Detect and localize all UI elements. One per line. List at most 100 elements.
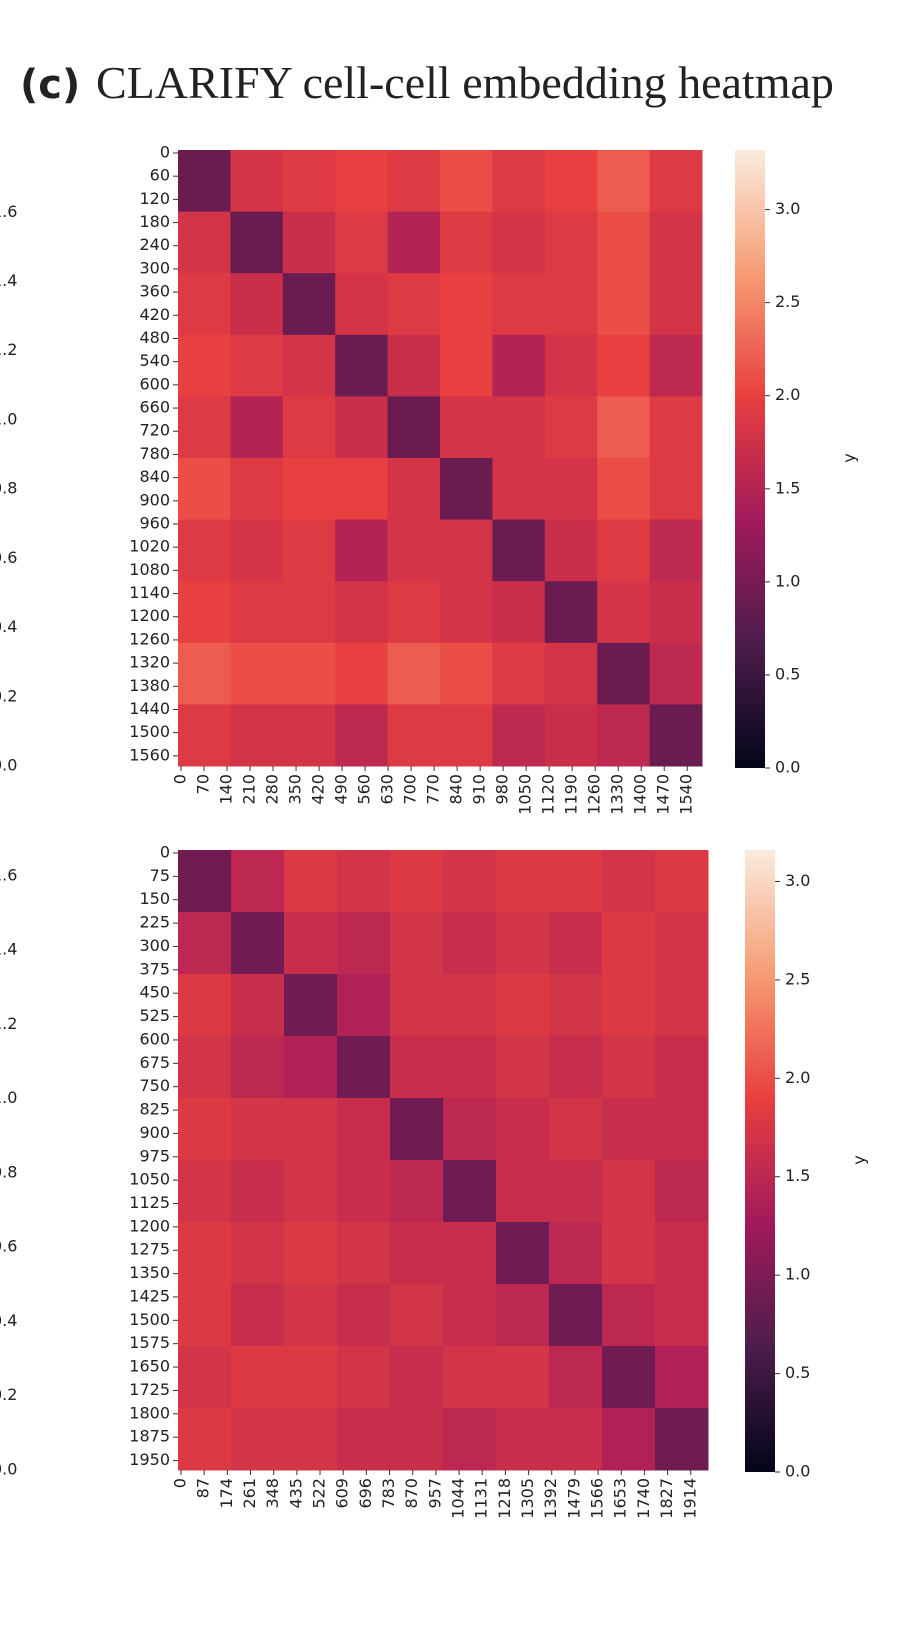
heatmap-cell: [492, 704, 546, 767]
colorbar-tick-label: 2.5: [775, 292, 800, 311]
heatmap-cell: [602, 1408, 656, 1471]
colorbar-label: y: [850, 1155, 869, 1164]
heatmap-cell: [387, 704, 441, 767]
y-tick-label: 60: [150, 166, 170, 185]
heatmap-cell: [443, 1222, 497, 1285]
colorbar: [745, 850, 775, 1472]
heatmap-cell: [549, 912, 603, 975]
heatmap-cell: [282, 273, 336, 336]
heatmap-cell: [544, 211, 598, 274]
x-tick-label: 1050: [516, 774, 535, 815]
x-tick-label: 420: [309, 774, 328, 805]
heatmap-cell: [544, 150, 598, 213]
heatmap-cell: [335, 704, 389, 767]
x-tick-label: 910: [470, 774, 489, 805]
cropped-tick-label: 0.2: [0, 1385, 17, 1404]
y-tick-label: 960: [139, 513, 170, 532]
x-tick-label: 1400: [631, 774, 650, 815]
heatmap-cell: [649, 273, 703, 336]
x-tick-label: 957: [425, 1478, 444, 1509]
y-tick-label: 180: [139, 212, 170, 231]
heatmap-cell: [440, 273, 493, 336]
panel-label: (c): [20, 62, 80, 108]
heatmap-cell: [178, 850, 232, 913]
heatmap-cell: [544, 581, 598, 644]
colorbar-tick-label: 0.0: [775, 758, 800, 777]
heatmap-cell: [443, 912, 497, 975]
heatmap-cell: [597, 704, 651, 767]
colorbar-tick-label: 0.5: [775, 664, 800, 683]
y-tick-label: 1380: [129, 676, 170, 695]
x-tick-label: 1566: [588, 1478, 607, 1519]
heatmap-cell: [230, 211, 284, 274]
y-tick-label: 450: [139, 983, 170, 1002]
y-tick-label: 750: [139, 1076, 170, 1095]
colorbar-tick-label: 1.0: [785, 1265, 810, 1284]
heatmap-cell: [387, 273, 441, 336]
heatmap-cell: [230, 273, 284, 336]
y-tick-label: 1200: [129, 1216, 170, 1235]
y-tick-label: 780: [139, 444, 170, 463]
heatmap-cell: [337, 974, 391, 1037]
y-tick-label: 1200: [129, 606, 170, 625]
y-tick-label: 300: [139, 258, 170, 277]
cropped-tick-label: 0.8: [0, 1162, 17, 1181]
heatmap-cell: [440, 150, 493, 213]
heatmap-cell: [178, 1160, 232, 1223]
cropped-tick-label: 0.2: [0, 686, 17, 705]
cropped-tick-label: 1.0: [0, 1088, 17, 1107]
heatmap-cell: [231, 1408, 285, 1471]
heatmap-cell: [443, 1160, 497, 1223]
y-tick-label: 840: [139, 467, 170, 486]
heatmap-cell: [390, 850, 444, 913]
heatmap-cell: [231, 1036, 285, 1099]
heatmap-cell: [337, 1408, 391, 1471]
heatmap-cell: [178, 273, 231, 336]
heatmap-cell: [337, 1346, 391, 1409]
heatmap-cell: [178, 912, 232, 975]
heatmap-cell: [178, 1408, 232, 1471]
heatmap-cell: [231, 1284, 285, 1347]
heatmap-cell: [655, 1098, 709, 1161]
heatmap-cell: [282, 334, 336, 397]
heatmap-cell: [492, 211, 546, 274]
colorbar-tick-label: 1.0: [775, 571, 800, 590]
heatmap-cell: [443, 850, 497, 913]
heatmap-cell: [655, 974, 709, 1037]
x-tick-label: 1392: [541, 1478, 560, 1519]
y-tick-label: 1140: [129, 583, 170, 602]
heatmap-cell: [178, 519, 231, 582]
heatmap-cell: [602, 1160, 656, 1223]
heatmap-cell: [284, 1098, 338, 1161]
heatmap-cell: [335, 519, 389, 582]
heatmap-cell: [284, 912, 338, 975]
y-tick-label: 1275: [129, 1240, 170, 1259]
heatmap-cell: [440, 458, 493, 521]
y-tick-label: 975: [139, 1146, 170, 1165]
x-tick-label: 0: [171, 774, 190, 784]
heatmap-cell: [390, 1036, 444, 1099]
heatmap-cell: [387, 334, 441, 397]
heatmap-cell: [496, 1346, 550, 1409]
heatmap-cell: [549, 1036, 603, 1099]
heatmap-cell: [387, 581, 441, 644]
heatmap-cell: [655, 912, 709, 975]
heatmap-cell: [496, 974, 550, 1037]
x-tick-label: 435: [286, 1478, 305, 1509]
heatmap-cell: [655, 1160, 709, 1223]
heatmap-cell: [178, 642, 231, 705]
heatmap-cell: [496, 1098, 550, 1161]
heatmap-cell: [337, 1160, 391, 1223]
y-tick-label: 1575: [129, 1333, 170, 1352]
heatmap-cell: [649, 211, 703, 274]
x-tick-label: 70: [194, 774, 213, 794]
heatmap-cell: [496, 1036, 550, 1099]
y-tick-label: 420: [139, 305, 170, 324]
heatmap-cell: [649, 334, 703, 397]
heatmap-cell: [387, 211, 441, 274]
x-tick-label: 490: [332, 774, 351, 805]
x-tick-label: 210: [240, 774, 259, 805]
heatmap-cell: [492, 396, 546, 459]
y-tick-label: 1500: [129, 1310, 170, 1329]
heatmap-cell: [230, 642, 284, 705]
